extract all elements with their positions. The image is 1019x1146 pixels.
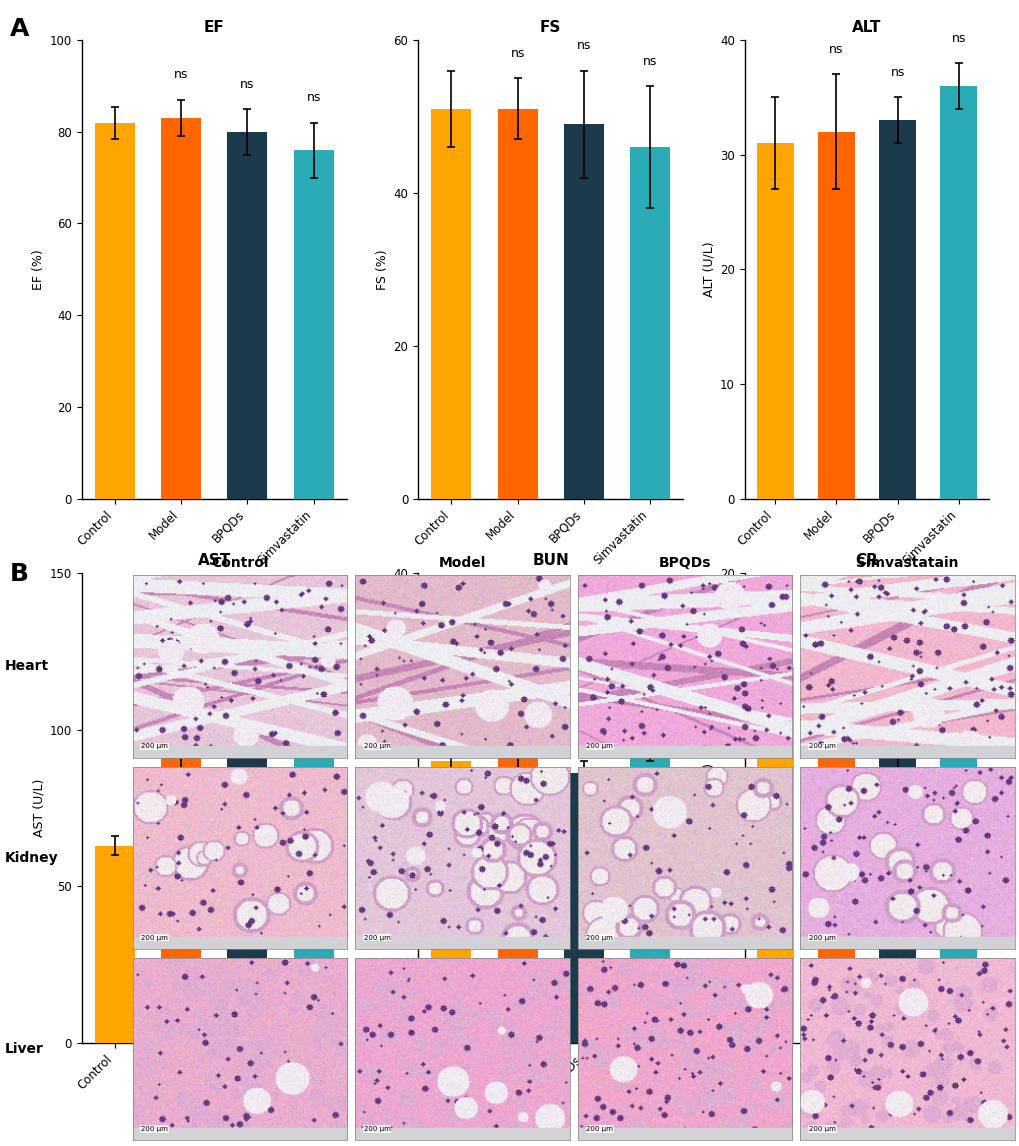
- Text: 200 μm: 200 μm: [141, 1127, 168, 1132]
- Text: ns: ns: [642, 55, 657, 68]
- Text: 200 μm: 200 μm: [141, 744, 168, 749]
- Text: 200 μm: 200 μm: [586, 744, 612, 749]
- Text: Simvastatain: Simvastatain: [856, 556, 958, 570]
- Text: ns: ns: [510, 47, 525, 60]
- Bar: [940, 690, 976, 1043]
- Bar: [878, 738, 915, 1043]
- Text: BPQDs: BPQDs: [658, 556, 710, 570]
- Title: AST: AST: [198, 552, 230, 567]
- Text: ns: ns: [239, 78, 255, 91]
- Text: 200 μm: 200 μm: [364, 744, 390, 749]
- Y-axis label: BUN (mg/dl): BUN (mg/dl): [376, 770, 389, 846]
- Bar: [817, 132, 854, 499]
- Bar: [878, 120, 915, 499]
- Bar: [293, 698, 333, 1043]
- Bar: [227, 676, 267, 1043]
- Bar: [293, 150, 333, 499]
- Y-axis label: AST (U/L): AST (U/L): [33, 779, 46, 837]
- Title: ALT: ALT: [852, 19, 880, 34]
- Text: Control: Control: [211, 556, 268, 570]
- Text: ns: ns: [951, 635, 965, 649]
- Text: Kidney: Kidney: [5, 850, 59, 865]
- Text: 200 μm: 200 μm: [364, 935, 390, 941]
- Bar: [630, 738, 669, 1043]
- Title: FS: FS: [540, 19, 560, 34]
- Y-axis label: EF (%): EF (%): [33, 249, 46, 290]
- Bar: [564, 772, 603, 1043]
- Text: ns: ns: [173, 620, 189, 633]
- Y-axis label: CREA (μmol/L): CREA (μmol/L): [702, 763, 715, 853]
- Y-axis label: ALT (U/L): ALT (U/L): [702, 242, 715, 297]
- Text: ns: ns: [306, 92, 321, 104]
- Text: 200 μm: 200 μm: [808, 1127, 836, 1132]
- Text: 200 μm: 200 μm: [808, 935, 836, 941]
- Text: 200 μm: 200 μm: [141, 935, 168, 941]
- Text: ns: ns: [576, 39, 591, 53]
- Bar: [497, 738, 537, 1043]
- Bar: [161, 118, 201, 499]
- Bar: [431, 761, 471, 1043]
- Bar: [756, 143, 793, 499]
- Bar: [497, 109, 537, 499]
- Title: EF: EF: [204, 19, 224, 34]
- Text: ns: ns: [828, 44, 843, 56]
- Bar: [95, 123, 135, 499]
- Text: *: *: [244, 629, 251, 642]
- Y-axis label: FS (%): FS (%): [376, 249, 389, 290]
- Title: BUN: BUN: [532, 552, 569, 567]
- Text: 200 μm: 200 μm: [586, 935, 612, 941]
- Bar: [431, 109, 471, 499]
- Bar: [630, 147, 669, 499]
- Text: ns: ns: [510, 670, 525, 683]
- Text: Heart: Heart: [5, 659, 49, 674]
- Text: 200 μm: 200 μm: [808, 744, 836, 749]
- Text: 200 μm: 200 μm: [364, 1127, 390, 1132]
- Text: ns: ns: [173, 69, 189, 81]
- Title: CR: CR: [855, 552, 877, 567]
- Bar: [564, 124, 603, 499]
- Text: ns: ns: [890, 659, 904, 672]
- Text: B: B: [10, 562, 30, 586]
- Text: ns: ns: [642, 682, 657, 696]
- Text: ns: ns: [306, 620, 321, 633]
- Text: Model: Model: [438, 556, 486, 570]
- Bar: [940, 86, 976, 499]
- Text: A: A: [10, 17, 30, 41]
- Text: ns: ns: [890, 66, 904, 79]
- Text: 200 μm: 200 μm: [586, 1127, 612, 1132]
- Bar: [95, 846, 135, 1043]
- Bar: [817, 678, 854, 1043]
- Bar: [227, 132, 267, 499]
- Text: ns: ns: [576, 729, 591, 743]
- Text: ns: ns: [951, 32, 965, 45]
- Text: ns: ns: [828, 612, 843, 625]
- Text: Liver: Liver: [5, 1042, 44, 1057]
- Bar: [756, 667, 793, 1043]
- Bar: [161, 714, 201, 1043]
